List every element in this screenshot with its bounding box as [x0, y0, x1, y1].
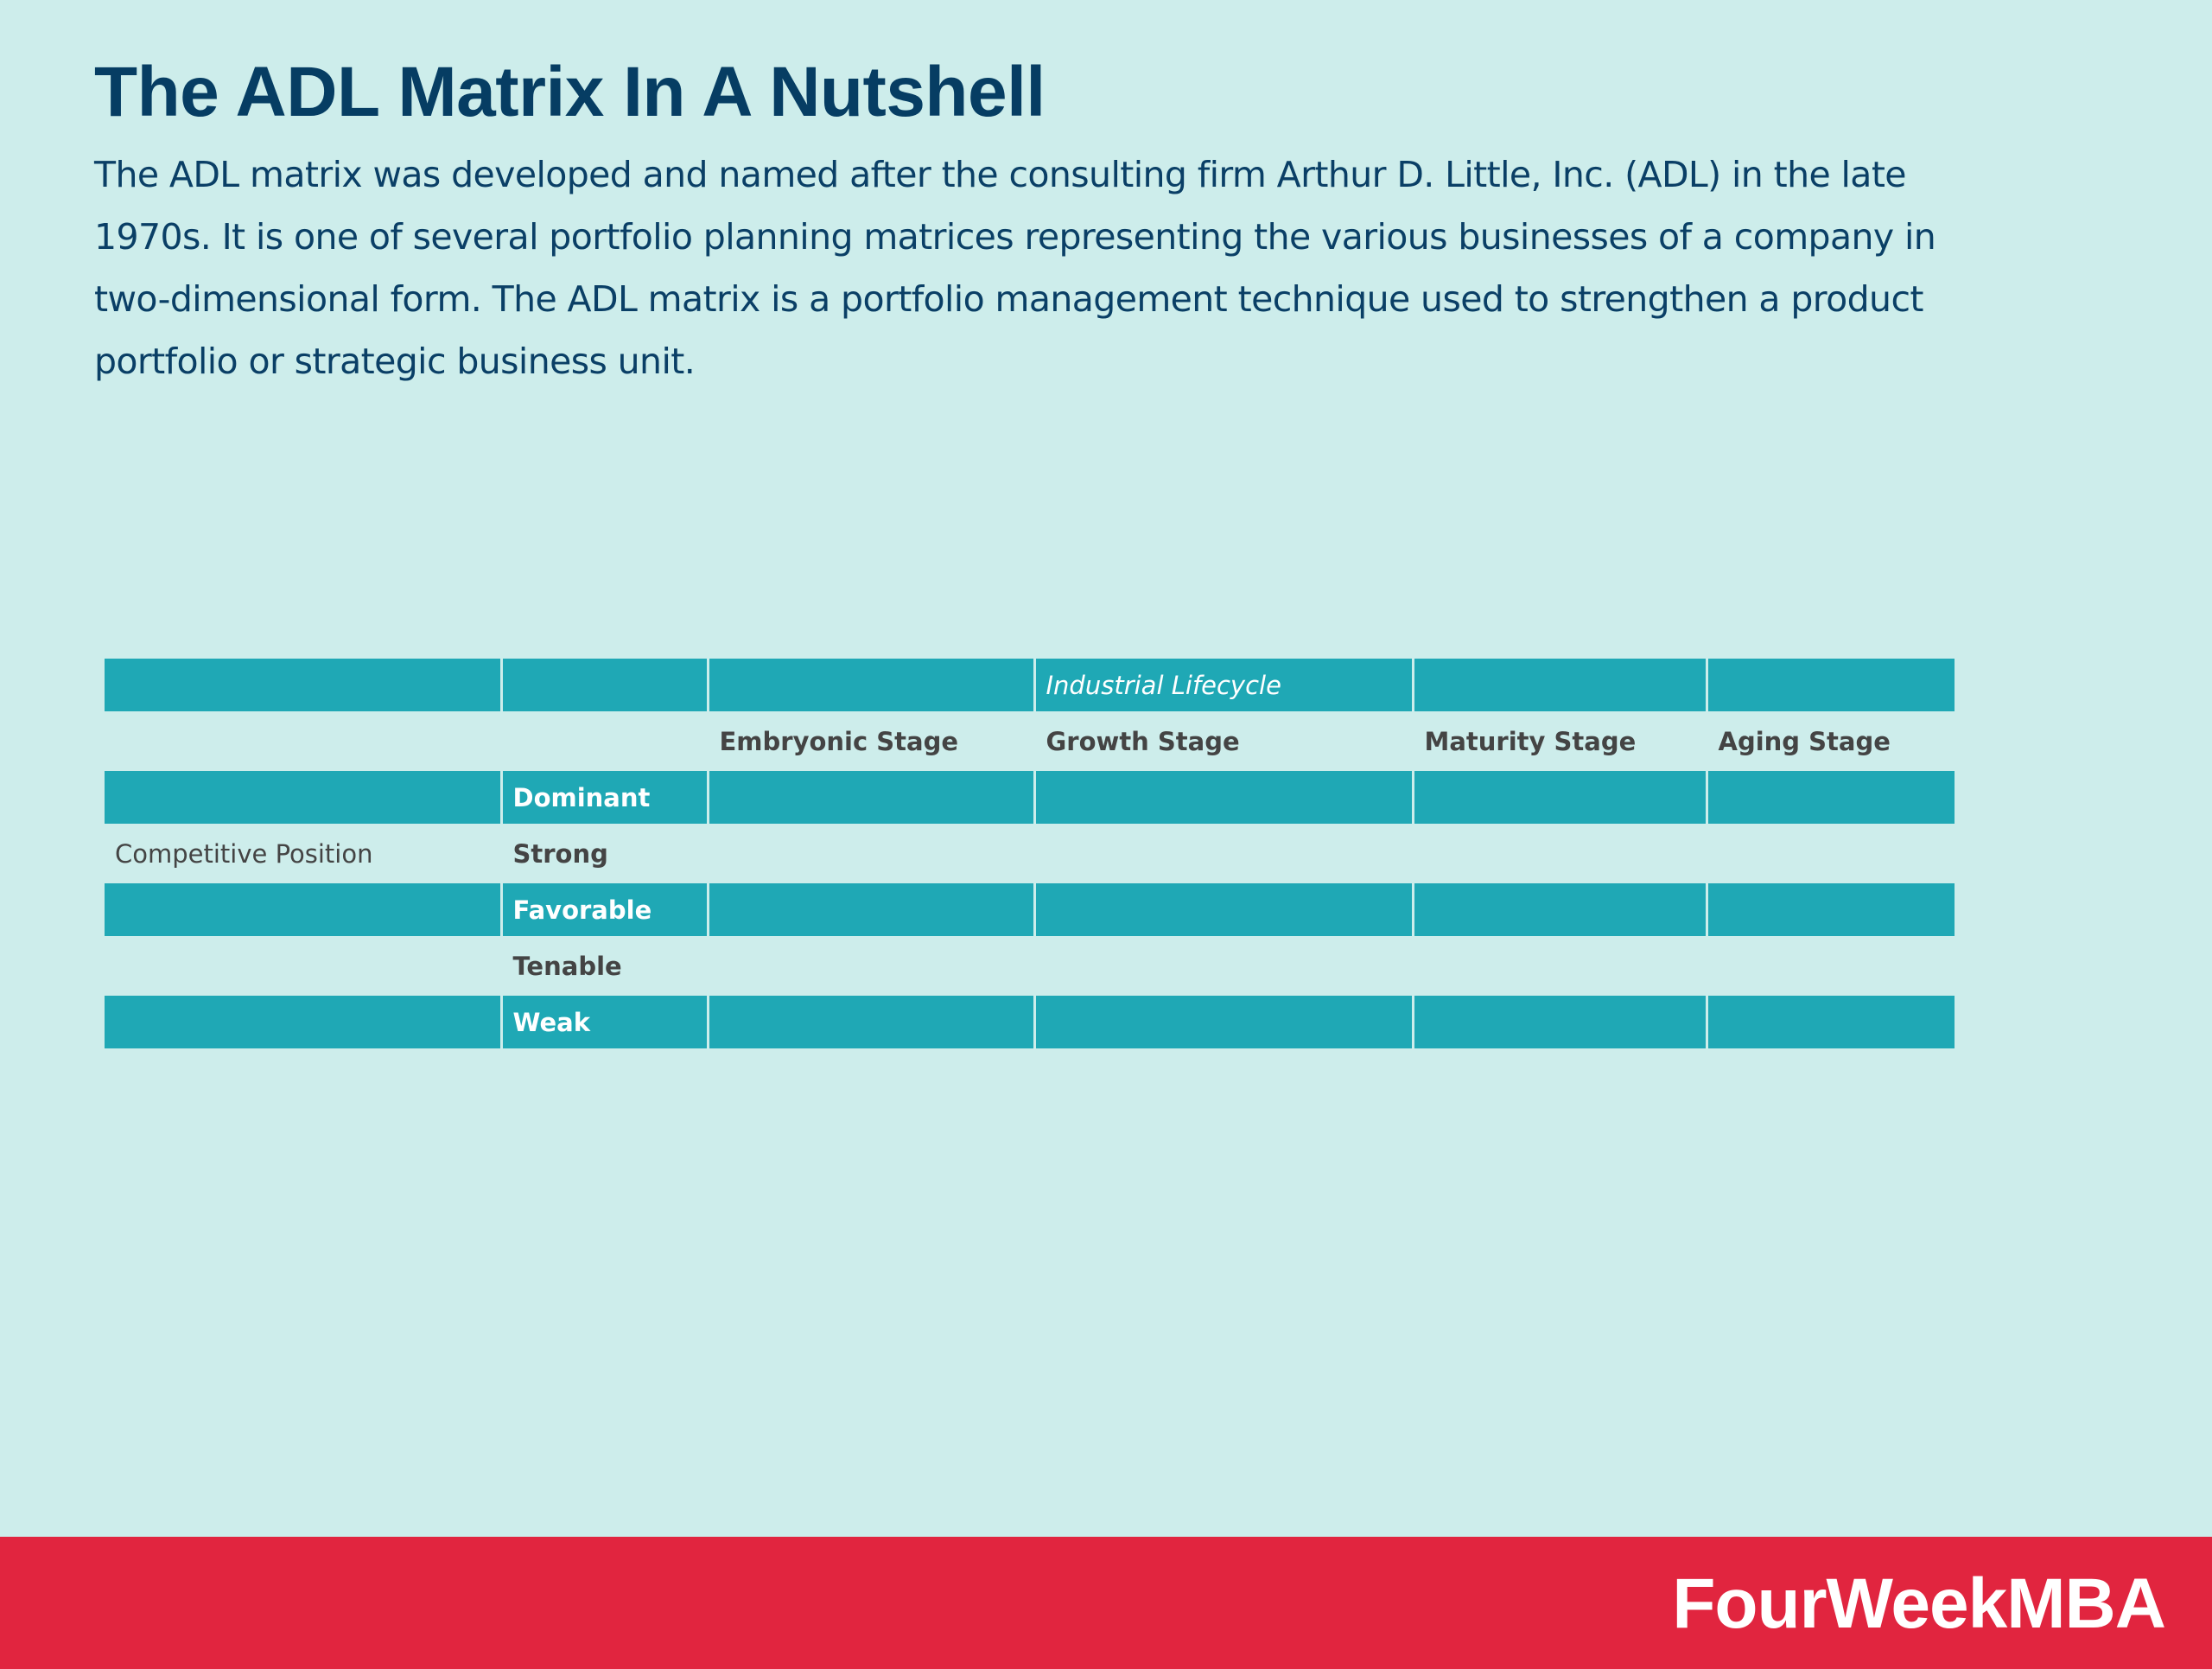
footer-bar: FourWeekMBA — [0, 1537, 2212, 1669]
matrix-cell — [1413, 769, 1708, 827]
empty-cell — [105, 769, 503, 827]
position-label-favorable: Favorable — [501, 882, 709, 940]
matrix-cell — [1707, 769, 1955, 827]
matrix-cell — [1413, 938, 1708, 996]
empty-cell — [105, 882, 503, 940]
empty-cell — [105, 659, 503, 715]
position-label-strong: Strong — [501, 825, 709, 883]
matrix-cell — [708, 938, 1036, 996]
stage-header-row: Embryonic Stage Growth Stage Maturity St… — [105, 713, 1955, 771]
position-row-tenable: Tenable — [105, 938, 1955, 996]
brand-logo: FourWeekMBA — [1672, 1564, 2166, 1643]
position-label-weak: Weak — [501, 994, 709, 1052]
adl-matrix-table: Industrial Lifecycle Embryonic Stage Gro… — [105, 659, 1955, 1052]
stage-header-growth: Growth Stage — [1034, 713, 1414, 771]
empty-cell — [501, 713, 709, 771]
empty-cell — [105, 713, 503, 771]
stage-header-maturity: Maturity Stage — [1413, 713, 1708, 771]
empty-cell — [1413, 659, 1708, 715]
stage-header-aging: Aging Stage — [1707, 713, 1955, 771]
matrix-cell — [708, 882, 1036, 940]
empty-cell — [501, 659, 709, 715]
matrix-cell — [1707, 938, 1955, 996]
matrix-cell — [1034, 938, 1414, 996]
lifecycle-label: Industrial Lifecycle — [1034, 659, 1414, 715]
matrix-cell — [1034, 825, 1414, 883]
empty-cell — [1707, 659, 1955, 715]
matrix-cell — [1034, 769, 1414, 827]
empty-cell — [708, 659, 1036, 715]
competitive-position-label: Competitive Position — [105, 825, 503, 883]
matrix-cell — [1413, 882, 1708, 940]
matrix-cell — [1413, 825, 1708, 883]
matrix-cell — [1034, 994, 1414, 1052]
empty-cell — [105, 938, 503, 996]
matrix-cell — [1034, 882, 1414, 940]
matrix-cell — [1413, 994, 1708, 1052]
position-row-favorable: Favorable — [105, 882, 1955, 940]
position-label-tenable: Tenable — [501, 938, 709, 996]
matrix-cell — [708, 769, 1036, 827]
lifecycle-header-row: Industrial Lifecycle — [105, 659, 1955, 715]
intro-paragraph: The ADL matrix was developed and named a… — [94, 154, 1936, 382]
matrix-cell — [1707, 825, 1955, 883]
position-row-dominant: Dominant — [105, 769, 1955, 827]
empty-cell — [105, 994, 503, 1052]
position-row-strong: Competitive Position Strong — [105, 825, 1955, 883]
matrix-cell — [708, 994, 1036, 1052]
stage-header-embryonic: Embryonic Stage — [708, 713, 1036, 771]
position-label-dominant: Dominant — [501, 769, 709, 827]
matrix-cell — [1707, 994, 1955, 1052]
page-title: The ADL Matrix In A Nutshell — [94, 53, 1046, 131]
matrix-cell — [1707, 882, 1955, 940]
position-row-weak: Weak — [105, 994, 1955, 1052]
matrix-cell — [708, 825, 1036, 883]
